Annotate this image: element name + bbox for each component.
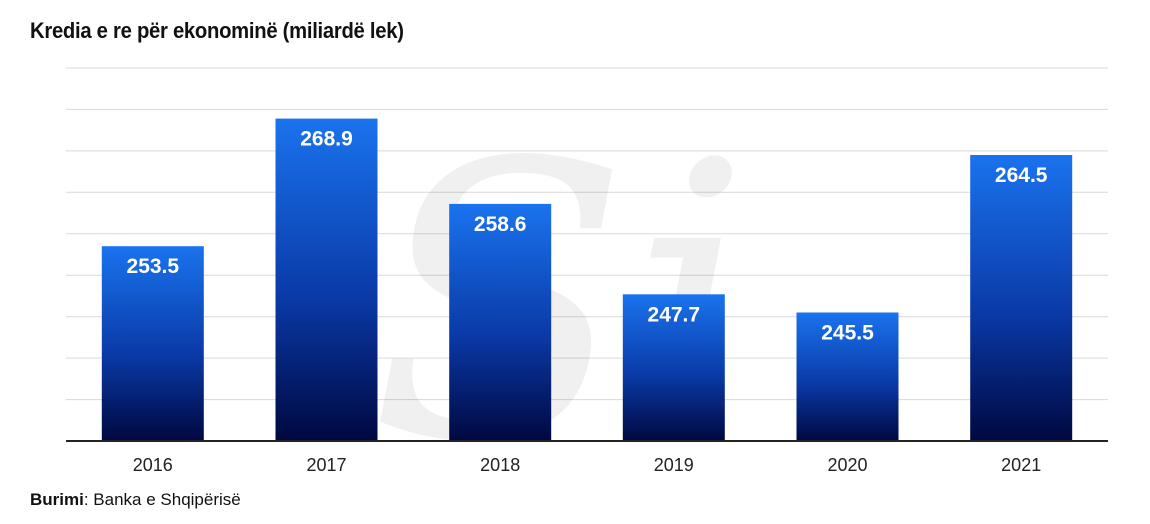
value-label-2017: 268.9 [300, 128, 353, 151]
source-separator: : [83, 490, 89, 509]
x-tick-2016: 2016 [133, 455, 173, 475]
value-label-2016: 253.5 [127, 255, 180, 278]
x-tick-2019: 2019 [654, 455, 694, 475]
x-tick-2018: 2018 [480, 455, 520, 475]
value-label-2020: 245.5 [821, 322, 874, 345]
source-text: Banka e Shqipërisë [88, 490, 241, 509]
source-note: Burimi: Banka e Shqipërisë [30, 490, 241, 510]
bar-2016 [101, 246, 204, 441]
x-tick-labels: 2016 2017 2018 2019 2020 2021 [133, 455, 1041, 475]
chart-title: Kredia e re për ekonominë (miliardë lek) [30, 18, 404, 43]
bar-2018 [449, 203, 552, 441]
bar-2019 [622, 294, 725, 441]
value-label-2021: 264.5 [995, 164, 1048, 187]
x-tick-2017: 2017 [306, 455, 346, 475]
bar-2020 [796, 312, 899, 441]
source-label: Burimi [30, 490, 84, 509]
bar-2021 [970, 155, 1073, 441]
gridlines [66, 67, 1108, 401]
value-labels: 253.5 268.9 258.6 247.7 245.5 264.5 [127, 128, 1048, 345]
bars [101, 118, 1073, 441]
x-tick-2020: 2020 [827, 455, 867, 475]
bar-2017 [275, 118, 378, 441]
value-label-2019: 247.7 [648, 303, 701, 326]
value-label-2018: 258.6 [474, 213, 527, 236]
x-tick-2021: 2021 [1001, 455, 1041, 475]
